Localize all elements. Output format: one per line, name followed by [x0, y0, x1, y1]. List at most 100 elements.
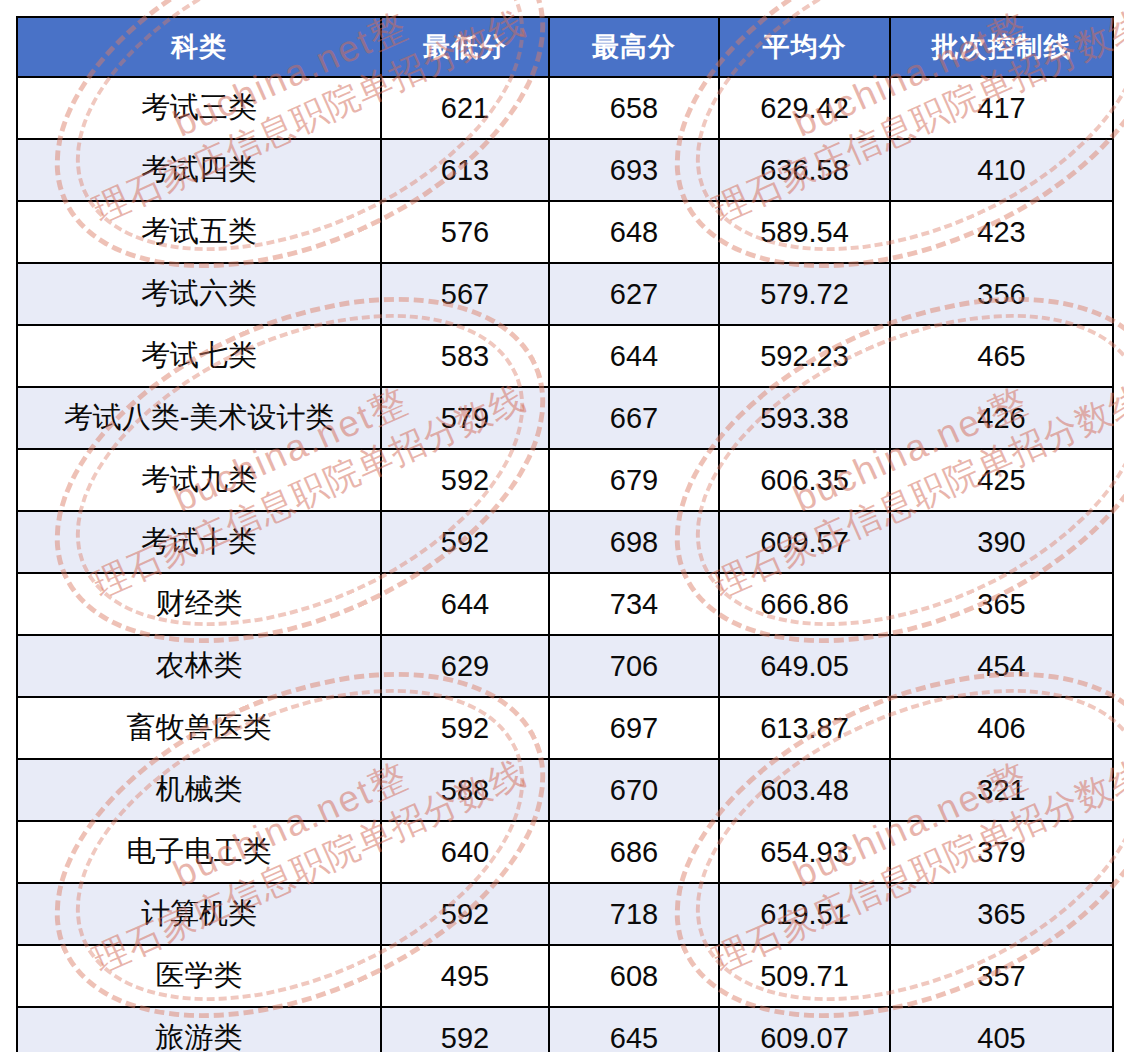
score-cell: 576	[381, 201, 549, 263]
table-row: 考试四类613693636.58410	[17, 139, 1113, 201]
score-cell: 693	[549, 139, 719, 201]
score-cell: 592	[381, 1007, 549, 1052]
score-cell: 426	[890, 387, 1113, 449]
score-cell: 593.38	[719, 387, 890, 449]
score-cell: 425	[890, 449, 1113, 511]
header-row: 科类 最低分 最高分 平均分 批次控制线	[17, 17, 1113, 77]
score-cell: 592	[381, 697, 549, 759]
score-cell: 321	[890, 759, 1113, 821]
score-cell: 627	[549, 263, 719, 325]
score-cell: 679	[549, 449, 719, 511]
header-max-score: 最高分	[549, 17, 719, 77]
header-category: 科类	[17, 17, 381, 77]
table-row: 计算机类592718619.51365	[17, 883, 1113, 945]
table-row: 考试六类567627579.72356	[17, 263, 1113, 325]
category-cell: 旅游类	[17, 1007, 381, 1052]
score-cell: 698	[549, 511, 719, 573]
score-cell: 670	[549, 759, 719, 821]
table-row: 考试九类592679606.35425	[17, 449, 1113, 511]
score-cell: 640	[381, 821, 549, 883]
score-cell: 567	[381, 263, 549, 325]
category-cell: 考试四类	[17, 139, 381, 201]
header-cutoff-line: 批次控制线	[890, 17, 1113, 77]
category-cell: 考试七类	[17, 325, 381, 387]
score-cell: 454	[890, 635, 1113, 697]
score-cell: 686	[549, 821, 719, 883]
category-cell: 考试十类	[17, 511, 381, 573]
category-cell: 畜牧兽医类	[17, 697, 381, 759]
header-avg-score: 平均分	[719, 17, 890, 77]
table-row: 考试十类592698609.57390	[17, 511, 1113, 573]
score-cell: 718	[549, 883, 719, 945]
score-cell: 592	[381, 511, 549, 573]
score-cell: 390	[890, 511, 1113, 573]
score-cell: 603.48	[719, 759, 890, 821]
score-cell: 658	[549, 77, 719, 139]
score-cell: 406	[890, 697, 1113, 759]
table-row: 农林类629706649.05454	[17, 635, 1113, 697]
score-cell: 629	[381, 635, 549, 697]
score-cell: 644	[381, 573, 549, 635]
score-cell: 579	[381, 387, 549, 449]
category-cell: 考试三类	[17, 77, 381, 139]
category-cell: 电子电工类	[17, 821, 381, 883]
score-cell: 356	[890, 263, 1113, 325]
score-cell: 583	[381, 325, 549, 387]
score-cell: 706	[549, 635, 719, 697]
score-cell: 465	[890, 325, 1113, 387]
score-cell: 589.54	[719, 201, 890, 263]
table-row: 财经类644734666.86365	[17, 573, 1113, 635]
category-cell: 考试九类	[17, 449, 381, 511]
category-cell: 机械类	[17, 759, 381, 821]
table-row: 考试三类621658629.42417	[17, 77, 1113, 139]
score-cell: 734	[549, 573, 719, 635]
score-cell: 613	[381, 139, 549, 201]
score-cell: 357	[890, 945, 1113, 1007]
category-cell: 考试五类	[17, 201, 381, 263]
score-cell: 495	[381, 945, 549, 1007]
table-row: 医学类495608509.71357	[17, 945, 1113, 1007]
score-cell: 667	[549, 387, 719, 449]
table-body: 考试三类621658629.42417考试四类613693636.58410考试…	[17, 77, 1113, 1052]
category-cell: 财经类	[17, 573, 381, 635]
category-cell: 农林类	[17, 635, 381, 697]
table-row: 旅游类592645609.07405	[17, 1007, 1113, 1052]
score-cell: 410	[890, 139, 1113, 201]
score-cell: 509.71	[719, 945, 890, 1007]
score-cell: 606.35	[719, 449, 890, 511]
score-cell: 666.86	[719, 573, 890, 635]
score-cell: 649.05	[719, 635, 890, 697]
score-cell: 645	[549, 1007, 719, 1052]
score-cell: 613.87	[719, 697, 890, 759]
score-cell: 629.42	[719, 77, 890, 139]
score-cell: 609.57	[719, 511, 890, 573]
table-row: 考试五类576648589.54423	[17, 201, 1113, 263]
admission-score-table: 科类 最低分 最高分 平均分 批次控制线 考试三类621658629.42417…	[16, 16, 1114, 1052]
score-cell: 417	[890, 77, 1113, 139]
score-cell: 365	[890, 883, 1113, 945]
header-min-score: 最低分	[381, 17, 549, 77]
table-row: 考试八类-美术设计类579667593.38426	[17, 387, 1113, 449]
score-cell: 697	[549, 697, 719, 759]
score-cell: 365	[890, 573, 1113, 635]
score-cell: 619.51	[719, 883, 890, 945]
score-cell: 588	[381, 759, 549, 821]
score-cell: 379	[890, 821, 1113, 883]
table-row: 考试七类583644592.23465	[17, 325, 1113, 387]
score-cell: 636.58	[719, 139, 890, 201]
score-cell: 609.07	[719, 1007, 890, 1052]
score-cell: 608	[549, 945, 719, 1007]
score-cell: 423	[890, 201, 1113, 263]
table-row: 畜牧兽医类592697613.87406	[17, 697, 1113, 759]
table-row: 机械类588670603.48321	[17, 759, 1113, 821]
score-cell: 592.23	[719, 325, 890, 387]
score-cell: 648	[549, 201, 719, 263]
score-cell: 405	[890, 1007, 1113, 1052]
table-row: 电子电工类640686654.93379	[17, 821, 1113, 883]
score-cell: 592	[381, 449, 549, 511]
score-cell: 654.93	[719, 821, 890, 883]
score-cell: 579.72	[719, 263, 890, 325]
score-cell: 621	[381, 77, 549, 139]
category-cell: 医学类	[17, 945, 381, 1007]
score-cell: 644	[549, 325, 719, 387]
